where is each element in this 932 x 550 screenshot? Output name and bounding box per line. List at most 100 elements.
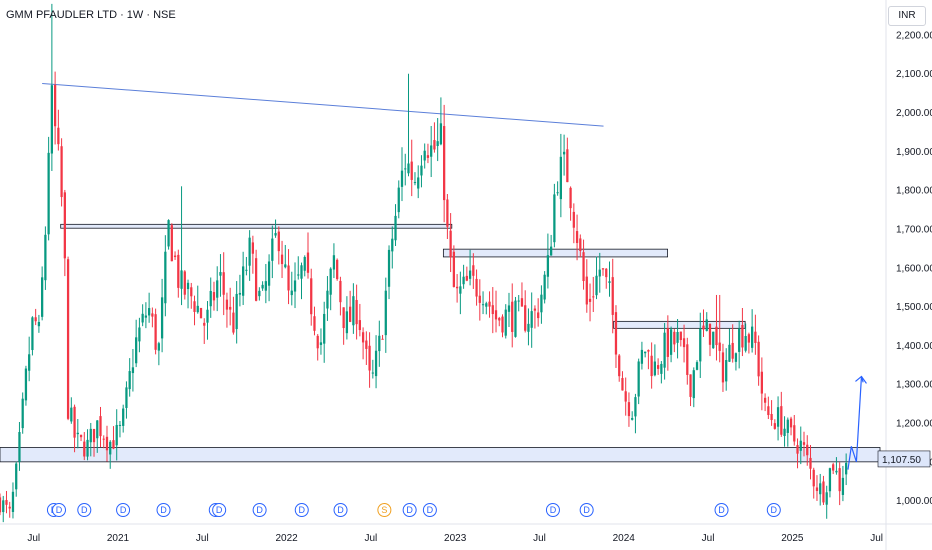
- candle-body: [365, 340, 368, 349]
- candle-body: [242, 266, 245, 296]
- candle-body: [491, 305, 494, 315]
- candle-body: [637, 361, 640, 397]
- candle-body: [290, 290, 293, 296]
- candle-body: [585, 276, 588, 305]
- candle-body: [147, 308, 151, 316]
- candle-body: [715, 326, 718, 346]
- candle-body: [83, 441, 86, 457]
- candle-body: [417, 177, 420, 189]
- candle-body: [439, 123, 443, 145]
- candle-body: [455, 286, 459, 289]
- candle-body: [245, 269, 248, 271]
- candle-body: [592, 296, 595, 298]
- candle-body: [190, 287, 193, 297]
- y-tick-label: 1,300.00: [896, 380, 932, 391]
- candle-body: [527, 323, 530, 332]
- event-marker-label: D: [583, 505, 590, 515]
- candle-body: [443, 126, 446, 201]
- candle-body: [170, 225, 173, 262]
- candle-body: [582, 252, 585, 282]
- y-tick-label: 2,000.00: [896, 108, 932, 119]
- candle-body: [277, 231, 280, 252]
- candle-body: [695, 362, 699, 370]
- candle-body: [310, 278, 313, 315]
- candle-body: [319, 342, 323, 345]
- projection-arrowhead: [855, 375, 867, 384]
- candle-body: [271, 238, 274, 261]
- candle-body: [465, 275, 468, 281]
- candle-body: [705, 319, 708, 331]
- candle-body: [708, 323, 712, 345]
- candle-body: [598, 269, 601, 277]
- candle-body: [605, 268, 608, 278]
- candle-body: [76, 432, 79, 435]
- candle-body: [267, 261, 271, 286]
- candle-body: [550, 246, 553, 256]
- candle-body: [770, 413, 773, 421]
- candle-body: [459, 286, 462, 294]
- candle-body: [41, 277, 44, 317]
- candle-body: [235, 293, 238, 330]
- candle-body: [835, 470, 838, 473]
- candle-body: [812, 469, 815, 487]
- event-marker-label: S: [381, 505, 387, 515]
- candle-body: [650, 355, 653, 377]
- candle-body: [679, 331, 682, 341]
- candle-body: [543, 274, 546, 300]
- event-marker-label: D: [771, 505, 778, 515]
- candle-body: [128, 371, 131, 390]
- candle-body: [468, 270, 472, 279]
- support-resistance-zone: [0, 447, 881, 463]
- y-tick-label: 1,700.00: [896, 224, 932, 235]
- candle-body: [50, 85, 54, 154]
- x-tick-label: Jul: [702, 533, 715, 544]
- candle-body: [799, 440, 802, 451]
- candle-body: [180, 270, 183, 289]
- candle-body: [436, 141, 439, 147]
- x-tick-label: Jul: [533, 533, 546, 544]
- event-marker-label: D: [56, 505, 63, 515]
- candle-body: [8, 506, 11, 509]
- candle-body: [614, 312, 618, 355]
- event-marker: [714, 503, 729, 517]
- event-marker-label: D: [337, 505, 344, 515]
- candle-body: [313, 316, 316, 331]
- support-resistance-zone: [442, 248, 668, 258]
- y-tick-label: 1,600.00: [896, 263, 932, 274]
- candle-body: [280, 254, 284, 265]
- candle-body: [0, 497, 2, 513]
- candle-body: [712, 331, 715, 349]
- candle-body: [601, 268, 605, 270]
- event-marker-label: D: [427, 505, 434, 515]
- candle-body: [92, 428, 96, 443]
- candle-body: [537, 312, 540, 319]
- candle-body: [306, 252, 310, 273]
- event-marker: [52, 503, 67, 517]
- candle-body: [845, 462, 848, 475]
- candle-body: [721, 352, 725, 383]
- candle-body: [15, 463, 18, 490]
- candle-body: [316, 335, 319, 349]
- candle-body: [160, 297, 164, 339]
- candle-body: [783, 428, 786, 437]
- candle-body: [37, 321, 41, 327]
- candle-body: [433, 140, 436, 150]
- candle-body: [624, 391, 627, 402]
- x-tick-label: 2024: [613, 533, 636, 544]
- candle-body: [676, 332, 679, 343]
- y-tick-label: 1,000.00: [896, 496, 932, 507]
- support-resistance-zone: [60, 223, 453, 229]
- candle-body: [640, 349, 644, 364]
- candle-body: [478, 295, 481, 303]
- event-marker-label: D: [216, 505, 223, 515]
- candle-body: [773, 423, 776, 429]
- candle-body: [293, 280, 297, 292]
- candle-body: [731, 342, 734, 359]
- candle-body: [553, 194, 556, 243]
- candle-body: [579, 238, 582, 251]
- candle-body: [682, 338, 686, 348]
- candle-body: [229, 306, 232, 310]
- x-tick-label: Jul: [27, 533, 40, 544]
- currency-button[interactable]: INR: [888, 6, 926, 26]
